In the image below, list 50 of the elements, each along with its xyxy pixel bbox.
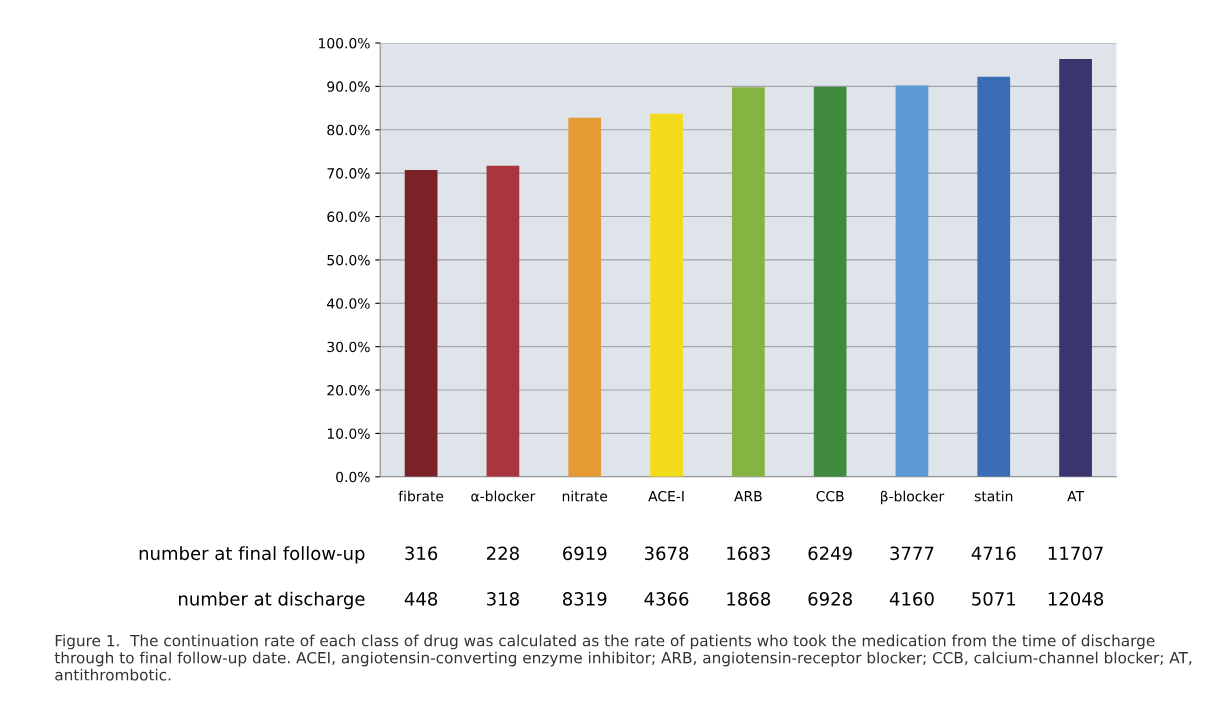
text: 5071 bbox=[972, 592, 1016, 606]
bar bbox=[486, 165, 520, 477]
x-tick-label: α-blocker bbox=[471, 490, 536, 502]
text: 1683 bbox=[727, 546, 770, 561]
text: 12048 bbox=[1048, 592, 1104, 606]
x-tick-label: nitrate bbox=[562, 490, 608, 502]
x-tick-label: ARB bbox=[734, 491, 762, 502]
y-tick-label: 90.0% bbox=[327, 81, 370, 92]
y-tick-label: 50.0% bbox=[327, 254, 370, 266]
y-tick-label: 10.0% bbox=[327, 428, 370, 439]
y-tick-label: 20.0% bbox=[327, 385, 370, 396]
text: 6919 bbox=[563, 546, 607, 561]
y-tick-label: 60.0% bbox=[327, 211, 370, 223]
x-tick-label: ACE-I bbox=[648, 490, 684, 502]
text: 3678 bbox=[644, 546, 689, 561]
text: 4160 bbox=[889, 592, 934, 606]
text: 4716 bbox=[971, 546, 1016, 561]
x-tick-label: β-blocker bbox=[881, 490, 945, 505]
y-tick-label: 0.0% bbox=[336, 471, 370, 483]
x-tick-label: AT bbox=[1067, 491, 1085, 502]
text: 8319 bbox=[562, 592, 607, 606]
text: 228 bbox=[487, 546, 519, 561]
bar bbox=[404, 170, 438, 477]
x-tick-label: fibrate bbox=[398, 490, 444, 502]
text: number at discharge bbox=[179, 591, 365, 610]
bar bbox=[568, 117, 602, 477]
text: 3777 bbox=[890, 546, 934, 561]
text: 316 bbox=[405, 546, 438, 561]
bar bbox=[650, 113, 683, 477]
x-tick-label: statin bbox=[974, 490, 1013, 502]
text: 448 bbox=[404, 592, 438, 606]
y-tick-label: 30.0% bbox=[327, 341, 370, 353]
text: 1868 bbox=[727, 592, 771, 606]
text: 6928 bbox=[808, 592, 852, 606]
y-tick-label: 80.0% bbox=[327, 124, 370, 136]
x-tick-label: CCB bbox=[816, 490, 844, 502]
y-tick-label: 70.0% bbox=[327, 168, 370, 179]
text: 11707 bbox=[1048, 546, 1103, 561]
y-tick-label: 100.0% bbox=[319, 37, 370, 49]
bar bbox=[895, 85, 929, 477]
y-tick-label: 40.0% bbox=[327, 298, 370, 309]
caption: Figure 1. The continuation rate of each class of drug was calculated as the rate of patients who took the medication from the time of discharge through to final follow-up date. ACEI, angiotensin-converting enzyme inhibitor; ARB, angiotensin-receptor blocker; CCB, calcium-channel blocker; AT, antithrombotic. bbox=[54, 634, 1192, 681]
text: 6249 bbox=[808, 546, 852, 561]
bar bbox=[977, 76, 1011, 477]
text: 4366 bbox=[644, 592, 689, 606]
bar bbox=[731, 87, 765, 477]
bar bbox=[1059, 59, 1092, 477]
text: number at final follow-up bbox=[139, 546, 365, 564]
text: 318 bbox=[487, 592, 519, 606]
bar bbox=[813, 86, 847, 477]
